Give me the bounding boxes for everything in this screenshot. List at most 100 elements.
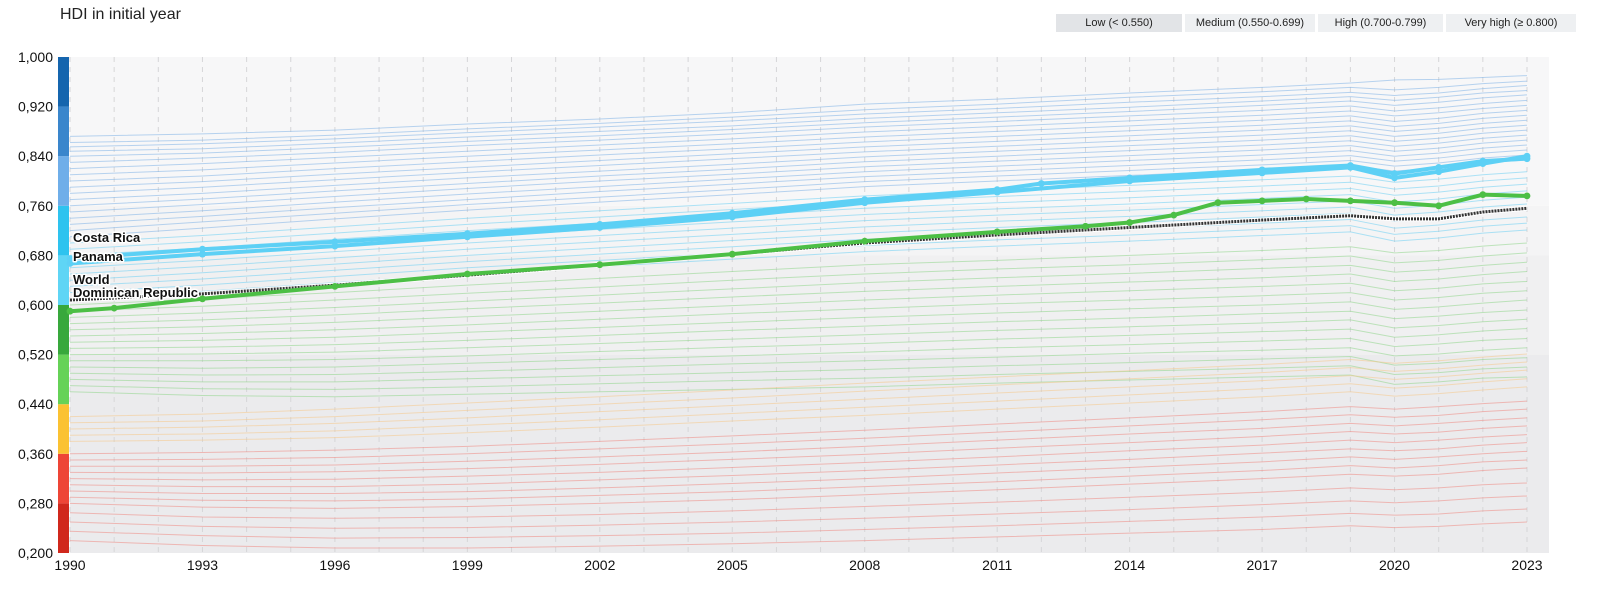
series-point <box>861 237 869 245</box>
series-point <box>1258 169 1266 177</box>
series-point <box>1302 195 1310 203</box>
plot-band <box>70 354 1549 553</box>
series-line <box>69 109 1528 176</box>
plot-band <box>70 255 1549 355</box>
y-tick-label: 0,760 <box>18 198 53 214</box>
x-tick-label: 2008 <box>849 557 880 573</box>
series-line <box>69 242 1528 306</box>
series-line <box>69 450 1528 494</box>
series-point <box>1523 152 1531 160</box>
series-point <box>1391 199 1398 207</box>
x-axis: 1990 1993 1996 1999 2002 2005 2008 2011 2014 2017… <box>54 557 1542 573</box>
color-scale-segment <box>58 354 69 405</box>
series-line <box>69 124 1528 194</box>
legend-item[interactable]: Very high (≥ 0.800) <box>1446 14 1576 32</box>
series-label: Dominican Republic <box>73 285 198 300</box>
series-line <box>69 434 1528 481</box>
series-point <box>1346 197 1354 205</box>
series-line <box>69 482 1528 519</box>
series-line <box>69 369 1528 430</box>
series-line <box>69 299 1528 343</box>
series-line <box>69 309 1528 349</box>
series-label: Panama <box>73 249 124 264</box>
series-point <box>66 307 74 315</box>
x-tick-label: 2023 <box>1511 557 1542 573</box>
y-tick-label: 0,360 <box>18 446 53 462</box>
series-point <box>861 199 869 207</box>
series-line <box>69 290 1528 337</box>
y-tick-label: 1,000 <box>18 49 53 65</box>
series-line <box>69 374 1528 398</box>
y-tick-label: 0,680 <box>18 247 53 263</box>
grid <box>69 57 1528 553</box>
series-point <box>199 250 206 258</box>
series-line <box>69 365 1528 390</box>
series-line <box>69 386 1528 442</box>
series-line <box>69 261 1528 318</box>
legend-item[interactable]: High (0.700-0.799) <box>1318 14 1443 32</box>
series-line <box>69 508 1528 539</box>
series-line <box>69 119 1528 188</box>
series-point <box>1435 168 1443 176</box>
series-line <box>70 417 1528 467</box>
x-tick-label: 1999 <box>452 557 483 573</box>
series-point <box>199 295 206 303</box>
y-tick-label: 0,600 <box>18 297 53 313</box>
series-point <box>199 245 206 253</box>
legend-item[interactable]: Low (< 0.550) <box>1056 14 1182 32</box>
color-scale-segment <box>58 106 69 157</box>
chart-title: HDI in initial year <box>60 6 181 23</box>
series-line <box>70 328 1528 362</box>
series-point <box>1479 191 1487 199</box>
series-line <box>69 203 1528 275</box>
color-scale-segment <box>58 305 69 355</box>
series-line <box>69 177 1528 250</box>
legend: Low (< 0.550) Medium (0.550-0.699) High (0… <box>1056 14 1576 32</box>
background-series <box>69 75 1528 549</box>
series-point <box>993 188 1001 196</box>
series-point <box>728 213 736 221</box>
x-tick-label: 2017 <box>1247 557 1278 573</box>
series-line <box>69 154 1528 232</box>
y-axis: 1,000 0,920 0,840 0,760 0,680 0,600 0,520 0,440… <box>18 49 53 561</box>
legend-item[interactable]: Medium (0.550-0.699) <box>1185 14 1315 32</box>
series-point <box>1258 197 1266 205</box>
series-line <box>69 85 1528 148</box>
x-tick-label: 1996 <box>319 557 350 573</box>
x-tick-label: 2002 <box>584 557 615 573</box>
color-scale-segment <box>58 404 69 454</box>
series-line <box>69 318 1528 356</box>
series-point <box>463 270 471 278</box>
color-scale <box>58 57 69 553</box>
series-point <box>331 283 339 290</box>
series-point <box>463 233 471 241</box>
series-line <box>69 149 1528 225</box>
series-line-highlight <box>69 192 1528 314</box>
series-point <box>1170 211 1178 219</box>
series-point <box>1435 202 1443 210</box>
highlighted-series <box>66 152 1531 315</box>
series-line <box>69 400 1528 455</box>
y-tick-label: 0,440 <box>18 396 53 412</box>
series-point <box>993 228 1001 236</box>
series-point <box>1479 160 1487 168</box>
x-tick-label: 2020 <box>1379 557 1410 573</box>
color-scale-segment <box>58 205 69 256</box>
series-point <box>1126 219 1134 226</box>
series-line <box>69 99 1528 163</box>
series-line <box>69 353 1528 418</box>
series-line <box>69 134 1528 207</box>
series-point <box>1391 174 1398 182</box>
series-line <box>69 425 1528 474</box>
y-tick-label: 0,920 <box>18 99 53 115</box>
series-label: World <box>73 272 110 287</box>
series-line <box>69 89 1528 152</box>
series-point <box>596 224 604 231</box>
series-line <box>69 80 1528 144</box>
x-tick-label: 1990 <box>54 557 85 573</box>
series-label: Costa Rica <box>73 230 141 245</box>
y-tick-label: 0,840 <box>18 148 53 164</box>
x-tick-label: 2011 <box>982 557 1012 573</box>
